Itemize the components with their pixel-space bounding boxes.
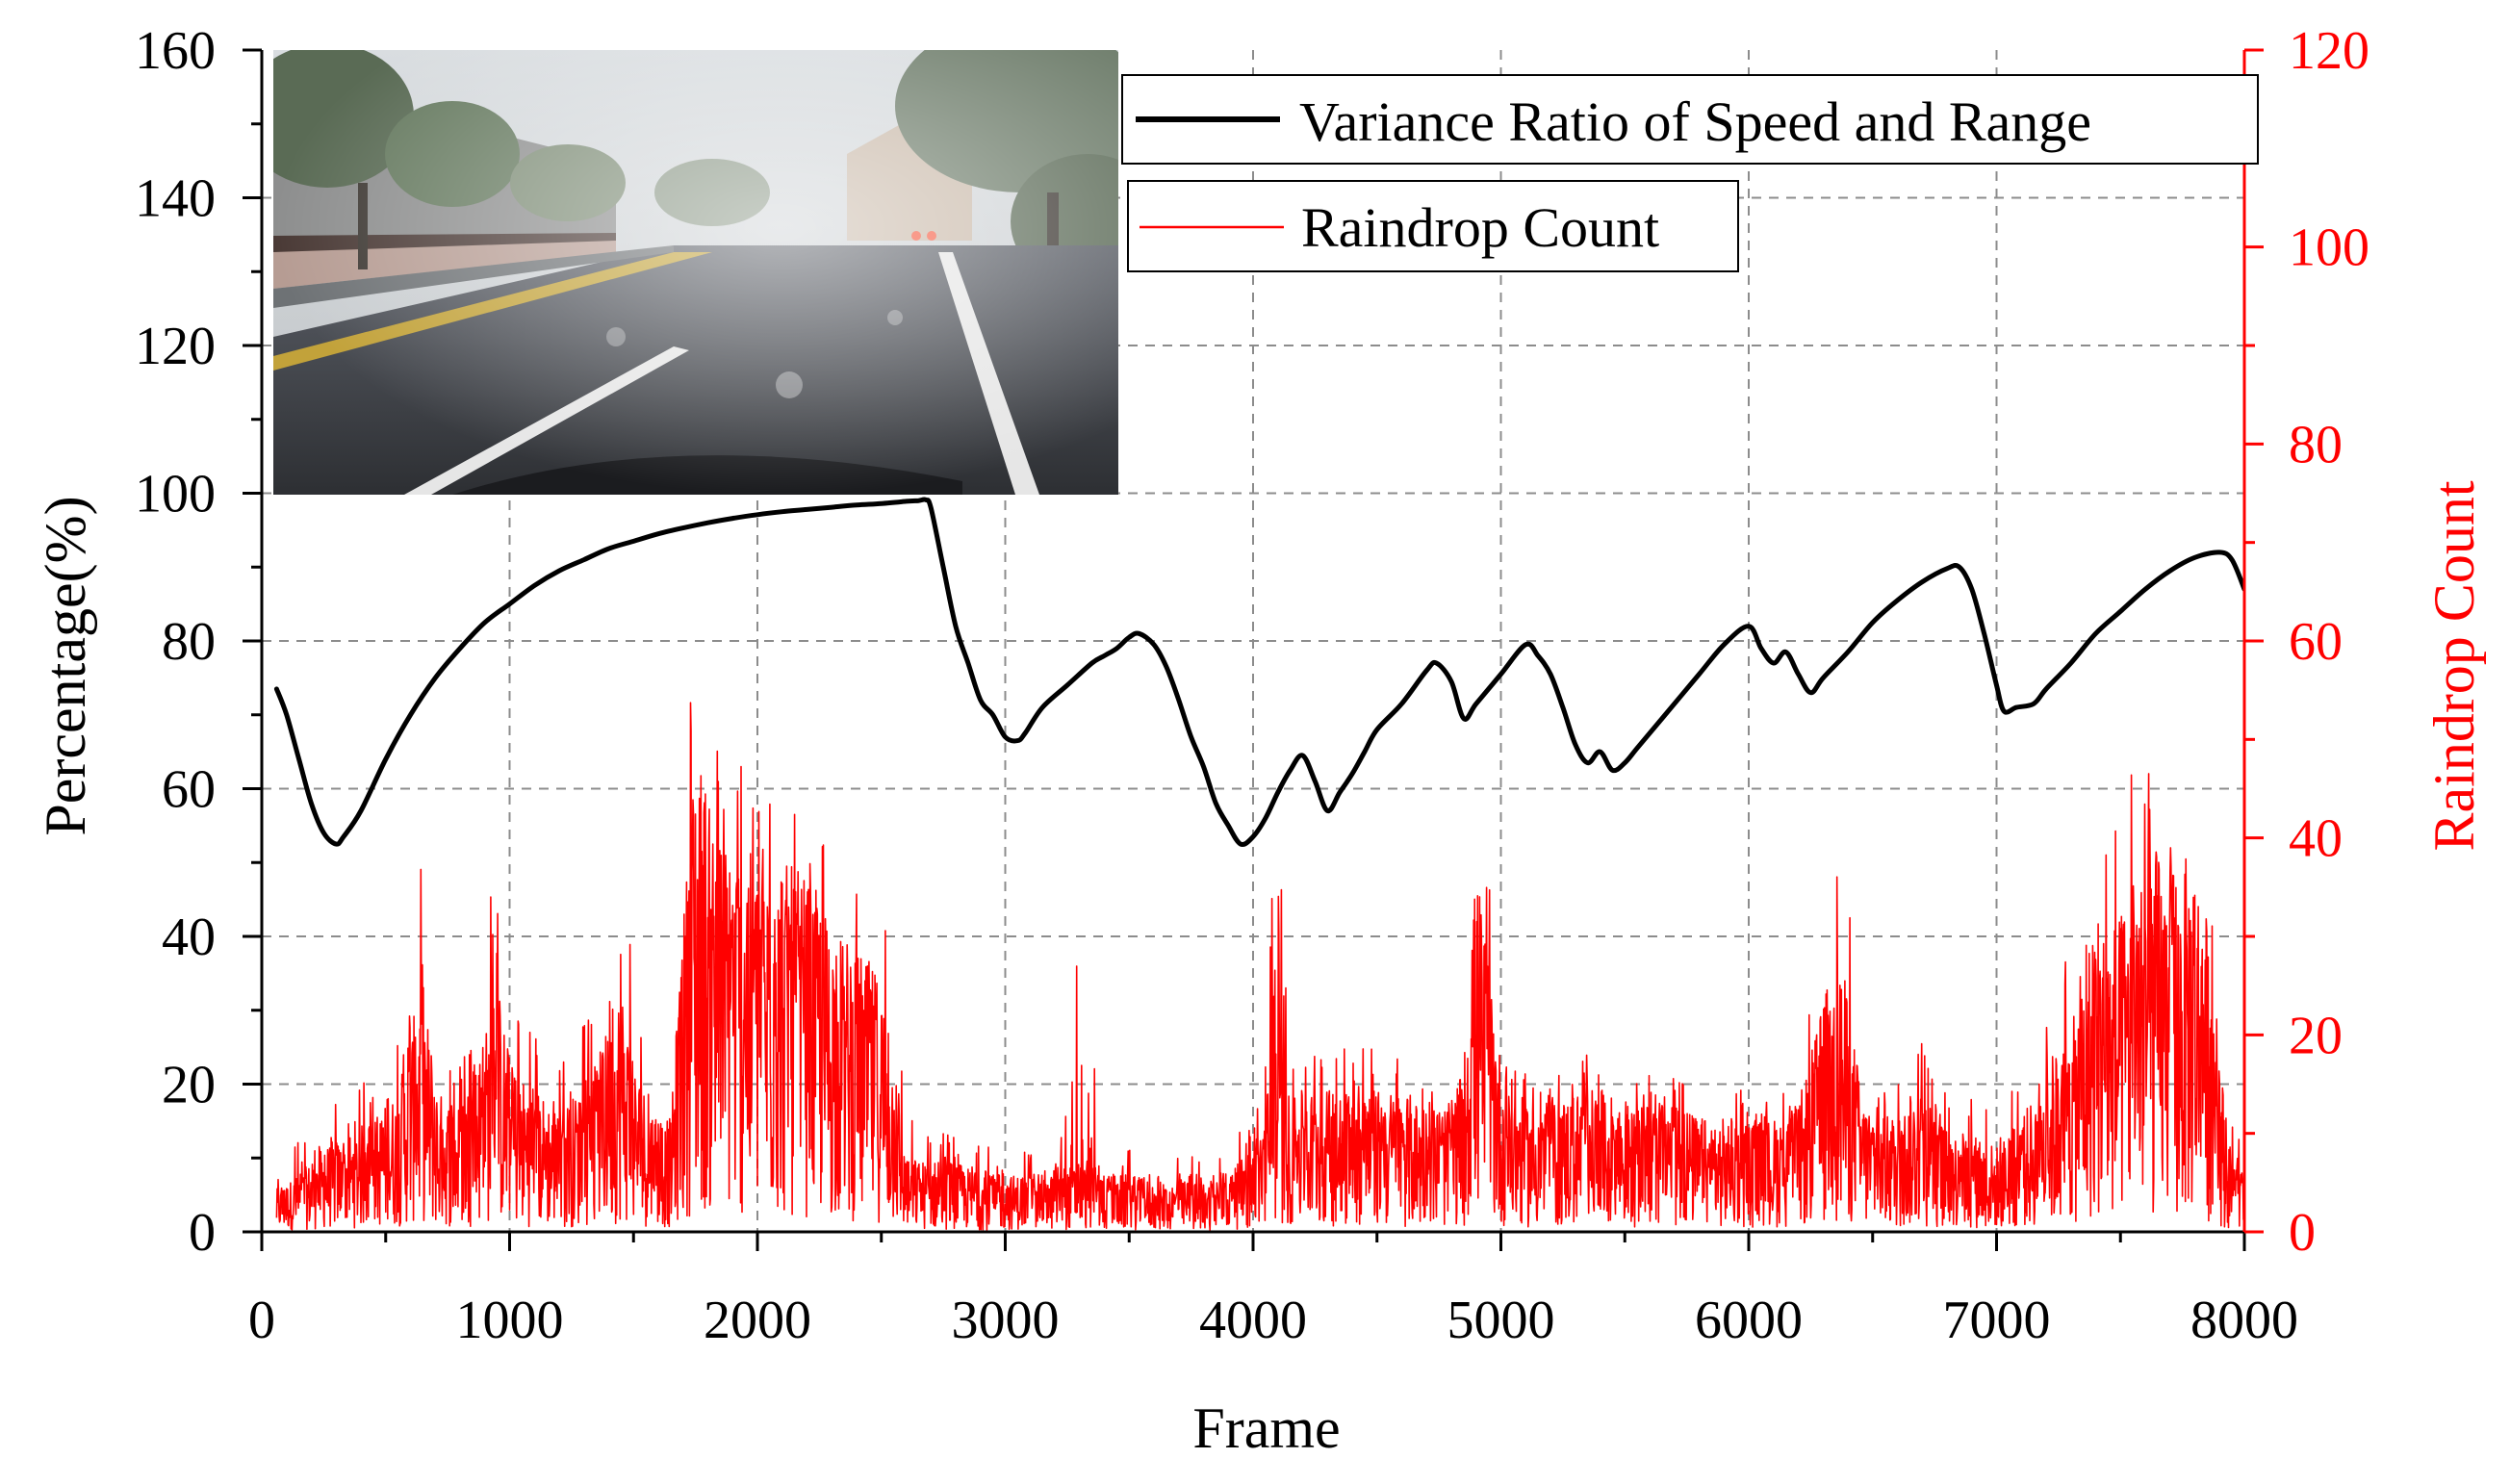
y-right-tick-label: 100 [2289,218,2369,278]
y-right-tick-label: 120 [2289,21,2369,81]
y-left-tick-label: 160 [135,21,216,81]
x-axis-title: Frame [1192,1396,1340,1460]
y-right-tick-label: 40 [2289,809,2343,869]
y-left-tick-label: 120 [135,317,216,376]
inset-fog [273,50,1118,495]
raindrop-count-series [275,702,2244,1231]
x-tick-label: 0 [248,1291,275,1350]
raindrop-count-line [275,702,2244,1231]
inset-rainy-road-photo [273,50,1118,495]
inset-raindrop [606,327,626,346]
y-left-axis-title: Percentage(%) [34,496,97,835]
y-right-tick-label: 80 [2289,415,2343,474]
inset-raindrop [887,310,903,325]
axis-ticks [243,48,2264,1251]
variance-ratio-series [273,497,2244,847]
inset-raindrop [776,371,803,398]
x-tick-labels: 0 1000 2000 3000 4000 5000 6000 7000 800… [248,1291,2298,1350]
x-tick-label: 7000 [1943,1291,2051,1350]
y-left-tick-label: 60 [162,760,216,820]
x-tick-label: 2000 [704,1291,811,1350]
variance-ratio-line [273,497,2244,847]
y-right-tick-label: 0 [2289,1203,2316,1263]
legend-label-raindrop: Raindrop Count [1301,196,1659,259]
y-left-tick-label: 80 [162,612,216,672]
x-tick-label: 5000 [1447,1291,1555,1350]
y-right-tick-labels: 0 20 40 60 80 100 120 [2289,21,2369,1263]
y-right-tick-label: 60 [2289,612,2343,672]
y-left-tick-label: 140 [135,169,216,229]
inset-tail-light [911,231,921,241]
y-left-tick-label: 40 [162,908,216,967]
legend-label-variance: Variance Ratio of Speed and Range [1299,90,2091,153]
y-right-axis-title: Raindrop Count [2422,480,2486,851]
x-tick-label: 3000 [952,1291,1060,1350]
y-right-tick-label: 20 [2289,1006,2343,1065]
y-left-tick-labels: 0 20 40 60 80 100 120 140 160 [135,21,216,1263]
y-left-tick-label: 0 [189,1203,216,1263]
legend: Variance Ratio of Speed and Range Raindr… [1121,74,2259,272]
x-tick-label: 6000 [1695,1291,1803,1350]
inset-tail-light [927,231,936,241]
x-tick-label: 8000 [2190,1291,2298,1350]
y-left-tick-label: 100 [135,465,216,525]
y-left-tick-label: 20 [162,1056,216,1115]
x-tick-label: 1000 [456,1291,564,1350]
legend-box-variance [1121,74,2259,165]
x-tick-label: 4000 [1199,1291,1307,1350]
